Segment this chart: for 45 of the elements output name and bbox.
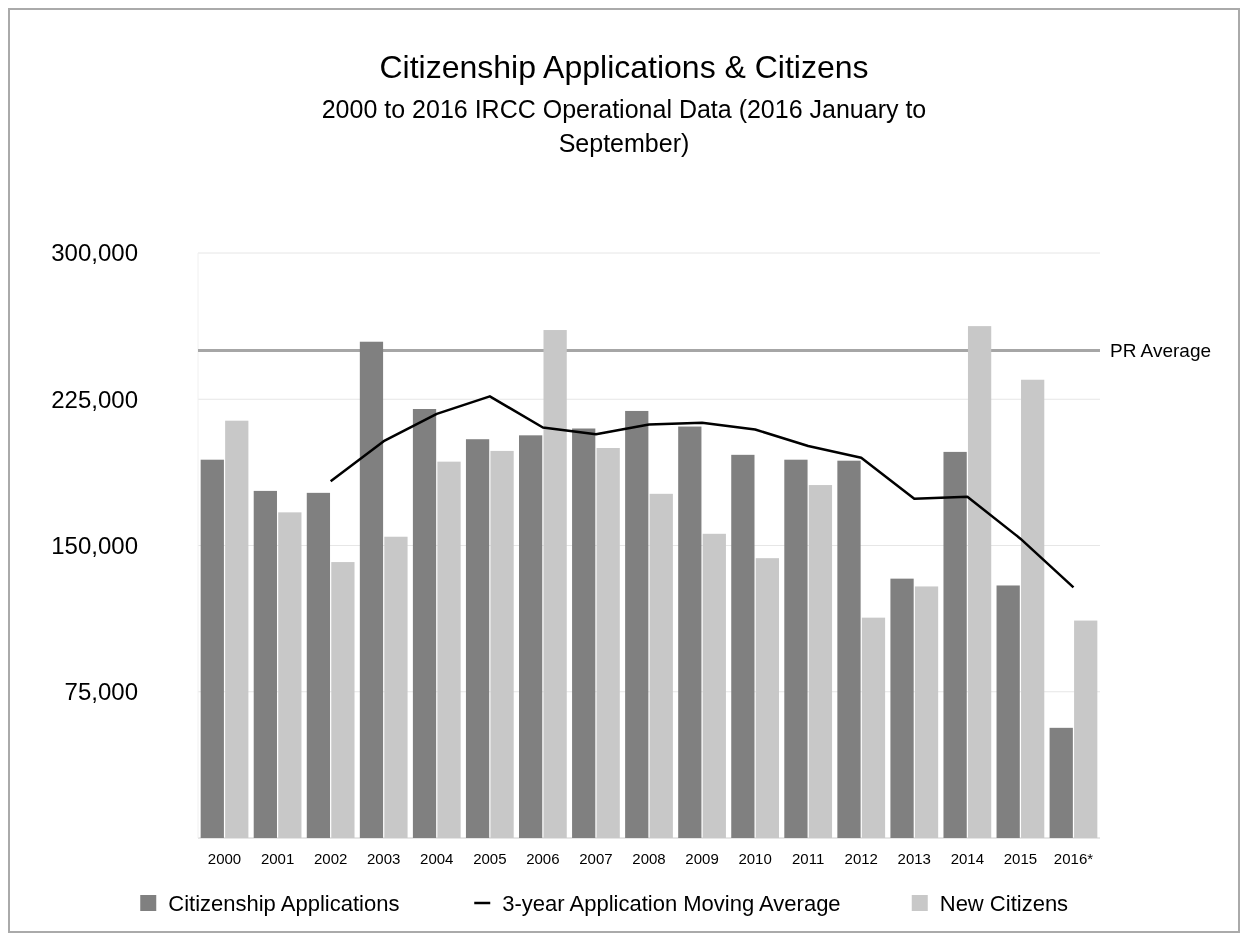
x-tick-label: 2002 — [313, 850, 348, 867]
bar — [890, 578, 914, 838]
chart-title: Citizenship Applications & Citizens — [379, 49, 869, 85]
x-tick-label: 2010 — [738, 850, 772, 867]
y-tick-label: 300,000 — [51, 239, 138, 267]
x-tick-label: 2009 — [685, 850, 719, 867]
x-tick-label: 2000 — [207, 850, 242, 867]
x-tick-label: 2015 — [1003, 850, 1038, 867]
x-tick-label: 2016* — [1053, 850, 1094, 867]
x-tick-label: 2001 — [260, 850, 295, 867]
x-tick-label: 2013 — [897, 850, 931, 867]
bar — [519, 435, 543, 838]
x-tick-label: 2014 — [950, 850, 985, 867]
bar — [253, 490, 277, 838]
bar — [943, 451, 967, 838]
x-tick-label: 2005 — [473, 850, 507, 867]
bar — [784, 459, 808, 838]
bar — [837, 460, 861, 838]
x-tick-label: 2006 — [526, 850, 560, 867]
x-tick-label: 2004 — [420, 850, 454, 867]
bar — [731, 454, 755, 838]
bar — [678, 426, 702, 838]
x-tick-label: 2012 — [844, 850, 878, 867]
y-tick-label: 150,000 — [51, 531, 138, 559]
ref-line-label: PR Average — [1110, 340, 1212, 362]
bar — [306, 492, 331, 838]
bar — [996, 585, 1020, 838]
bar — [465, 439, 490, 838]
bar — [200, 459, 224, 838]
x-tick-label: 2011 — [792, 850, 825, 867]
x-tick-label: 2003 — [367, 850, 401, 867]
y-tick-label: 225,000 — [51, 385, 138, 413]
bar — [572, 428, 596, 838]
legend-label: New Citizens — [939, 890, 1069, 916]
y-tick-label: 75,000 — [64, 678, 138, 706]
line-series — [329, 395, 1075, 589]
bar — [359, 341, 384, 838]
chart-subtitle: 2000 to 2016 IRCC Operational Data (2016 January to September) — [321, 95, 927, 157]
x-tick-label: 2008 — [632, 850, 666, 867]
legend-label: 3-year Application Moving Average — [502, 890, 841, 916]
bar — [1049, 727, 1073, 838]
bar — [412, 409, 437, 838]
x-tick-label: 2007 — [579, 850, 613, 867]
bar — [625, 410, 649, 838]
legend-label: Citizenship Applications — [168, 890, 400, 916]
